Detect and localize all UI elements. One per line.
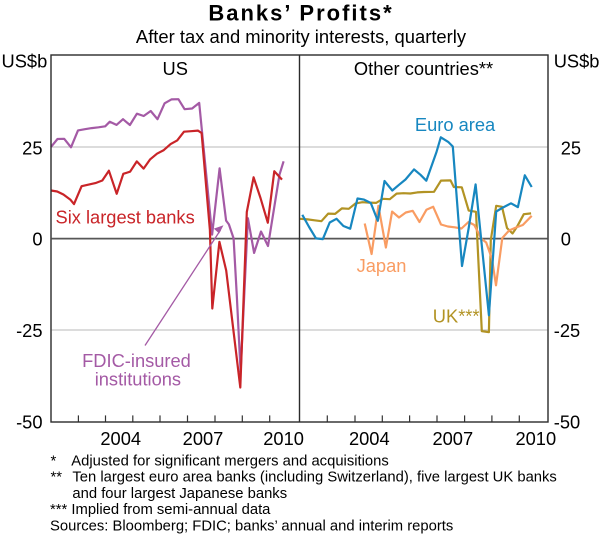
svg-text:-25: -25	[16, 320, 42, 341]
svg-text:FDIC-insured: FDIC-insured	[82, 350, 191, 371]
svg-text:US$b: US$b	[554, 51, 600, 72]
svg-text:Sources: Bloomberg; FDIC; bank: Sources: Bloomberg; FDIC; banks’ annual …	[50, 518, 453, 534]
svg-text:US: US	[163, 58, 188, 79]
svg-text:Banks’ Profits*: Banks’ Profits*	[208, 0, 393, 25]
svg-text:-50: -50	[16, 412, 42, 433]
svg-text:Euro area: Euro area	[415, 114, 496, 135]
svg-text:-50: -50	[554, 412, 580, 433]
svg-text:2004: 2004	[349, 428, 390, 449]
svg-text:-25: -25	[554, 320, 580, 341]
svg-text:After tax and minority interes: After tax and minority interests, quarte…	[136, 26, 467, 47]
svg-text:25: 25	[561, 137, 581, 158]
svg-text:and four largest Japanese bank: and four largest Japanese banks	[72, 486, 287, 502]
svg-text:Six largest banks: Six largest banks	[56, 206, 195, 227]
svg-text:UK***: UK***	[433, 305, 480, 326]
svg-text:*: *	[51, 453, 57, 469]
svg-text:*** Implied from semi-annual d: *** Implied from semi-annual data	[50, 502, 271, 518]
svg-text:2007: 2007	[183, 428, 224, 449]
svg-text:2004: 2004	[100, 428, 141, 449]
svg-text:2010: 2010	[263, 428, 304, 449]
svg-text:25: 25	[22, 137, 42, 158]
svg-text:Ten largest euro area banks (i: Ten largest euro area banks (including S…	[72, 470, 556, 486]
svg-text:2007: 2007	[432, 428, 473, 449]
svg-text:US$b: US$b	[2, 51, 48, 72]
svg-text:0: 0	[32, 229, 42, 250]
svg-text:Adjusted for significant merge: Adjusted for significant mergers and acq…	[71, 453, 388, 469]
svg-text:Japan: Japan	[357, 255, 407, 276]
svg-text:institutions: institutions	[95, 368, 181, 389]
svg-text:2010: 2010	[515, 428, 556, 449]
svg-text:0: 0	[561, 229, 571, 250]
svg-text:Other countries**: Other countries**	[354, 58, 493, 79]
svg-text:**: **	[51, 470, 63, 486]
